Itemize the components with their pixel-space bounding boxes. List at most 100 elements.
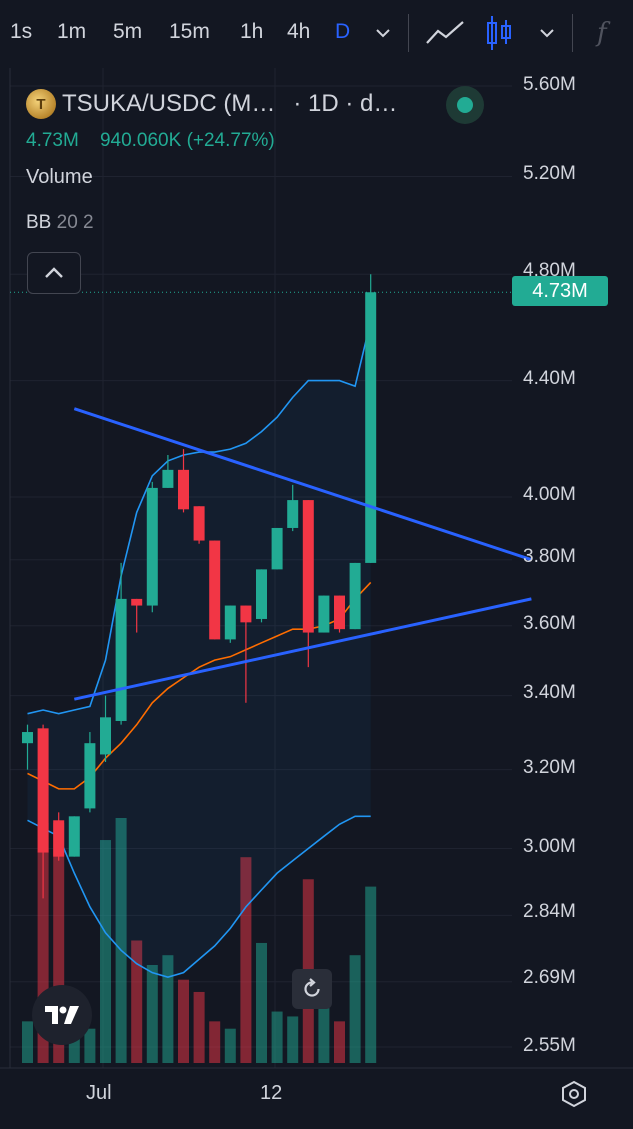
volume-indicator-label[interactable]: Volume <box>26 166 93 188</box>
candle-body <box>271 527 283 570</box>
market-status-indicator[interactable] <box>446 86 484 124</box>
volume-bar <box>131 940 143 1063</box>
settings-hexagon-icon[interactable] <box>560 1080 588 1108</box>
volume-bar <box>178 979 189 1063</box>
tradingview-logo-icon <box>45 1006 79 1024</box>
candle-body <box>131 598 143 606</box>
collapse-legend-button[interactable] <box>27 252 81 294</box>
volume-bar <box>146 965 158 1063</box>
volume-bar <box>53 822 65 1063</box>
symbol-interval: · 1D · d… <box>293 90 398 117</box>
candle-body <box>100 717 111 755</box>
price-tick: 2.69M <box>523 967 576 988</box>
candle-body <box>209 540 221 640</box>
price-tick: 2.84M <box>523 901 576 922</box>
price-tick: 3.00M <box>523 836 576 857</box>
time-tick-jul: Jul <box>86 1082 112 1104</box>
volume-bar <box>271 1011 283 1063</box>
chevron-down-icon[interactable] <box>374 24 392 42</box>
candle-body <box>178 469 189 510</box>
candle-body <box>302 500 314 633</box>
price-tick: 5.60M <box>523 74 576 95</box>
candle-body <box>365 292 377 563</box>
candle-body <box>162 469 174 488</box>
volume-bar <box>37 822 49 1063</box>
price-tick: 4.40M <box>523 368 576 389</box>
indicator-fx-icon[interactable]: f <box>597 18 607 48</box>
trendline <box>73 407 532 562</box>
candle-body <box>240 605 252 623</box>
candle-body <box>349 562 361 630</box>
candle-body <box>287 500 299 528</box>
toolbar-divider <box>572 14 573 52</box>
trendline <box>73 597 532 701</box>
volume-bar <box>287 1016 299 1063</box>
volume-bar <box>334 1021 345 1063</box>
timeframe-1s[interactable]: 1s <box>10 20 33 43</box>
price-tick: 4.80M <box>523 260 576 281</box>
chart-toolbar: 1s 1m 5m 15m 1h 4h D f <box>0 0 633 69</box>
candle-body <box>256 569 267 619</box>
candle-body <box>84 743 96 809</box>
bb-params: 20 2 <box>56 212 94 233</box>
price-tick: 3.60M <box>523 613 576 634</box>
toolbar-divider <box>408 14 409 52</box>
change-value: 940.060K (+24.77%) <box>99 130 275 151</box>
candle-body <box>193 506 205 541</box>
chevron-down-icon[interactable] <box>538 24 556 42</box>
volume-bar <box>224 1028 236 1063</box>
reset-icon <box>304 978 320 997</box>
price-tick: 5.20M <box>523 163 576 184</box>
volume-bar <box>349 955 361 1063</box>
volume-bar <box>22 1021 33 1063</box>
timeframe-15m[interactable]: 15m <box>169 20 210 43</box>
candles-icon[interactable] <box>484 14 514 52</box>
status-dot-icon <box>457 97 473 113</box>
tradingview-logo[interactable] <box>32 985 92 1045</box>
reset-chart-button[interactable] <box>292 969 332 1009</box>
bb-band-fill <box>27 321 371 978</box>
volume-bar <box>256 942 267 1063</box>
time-tick-12: 12 <box>260 1082 283 1104</box>
candle-body <box>22 732 33 744</box>
candle-body <box>334 595 345 630</box>
volume-bar <box>193 991 205 1063</box>
chevron-up-icon <box>45 267 63 278</box>
tsuka-coin-icon: T <box>26 89 56 119</box>
price-tick: 2.55M <box>523 1035 576 1056</box>
volume-bar <box>240 857 252 1063</box>
timeframe-1h[interactable]: 1h <box>240 20 264 43</box>
last-price-label: 4.73M <box>512 276 608 306</box>
line-chart-icon[interactable] <box>424 18 466 48</box>
volume-bar <box>84 1028 96 1063</box>
last-value: 4.73M <box>26 130 79 151</box>
ohlc-values: 4.73M 940.060K (+24.77%) <box>26 130 275 152</box>
symbol-legend[interactable]: T TSUKA/USDC (M… · 1D · d… <box>26 88 397 120</box>
volume-bar <box>318 984 330 1063</box>
candle-body <box>115 598 127 721</box>
volume-bar <box>115 818 127 1063</box>
price-tick: 3.80M <box>523 546 576 567</box>
bb-indicator-label[interactable]: BB 20 2 <box>26 212 94 234</box>
bb-name: BB <box>26 212 52 233</box>
candle-body <box>37 728 49 853</box>
candle-body <box>224 605 236 640</box>
symbol-name: TSUKA/USDC (M… <box>62 90 276 117</box>
timeframe-d[interactable]: D <box>335 20 351 43</box>
timeframe-4h[interactable]: 4h <box>287 20 311 43</box>
timeframe-5m[interactable]: 5m <box>113 20 143 43</box>
price-chart[interactable] <box>0 68 633 1129</box>
candle-body <box>318 595 330 633</box>
price-tick: 4.00M <box>523 484 576 505</box>
volume-bar <box>100 840 111 1063</box>
volume-bar <box>162 955 174 1063</box>
bb-upper-line <box>27 320 372 715</box>
candle-body <box>146 487 158 606</box>
volume-bar <box>209 1021 221 1063</box>
bb-lower-line <box>27 815 371 979</box>
volume-bar <box>365 886 377 1063</box>
timeframe-1m[interactable]: 1m <box>57 20 87 43</box>
candle-body <box>68 816 80 857</box>
candle-body <box>53 820 65 857</box>
price-tick: 3.40M <box>523 682 576 703</box>
